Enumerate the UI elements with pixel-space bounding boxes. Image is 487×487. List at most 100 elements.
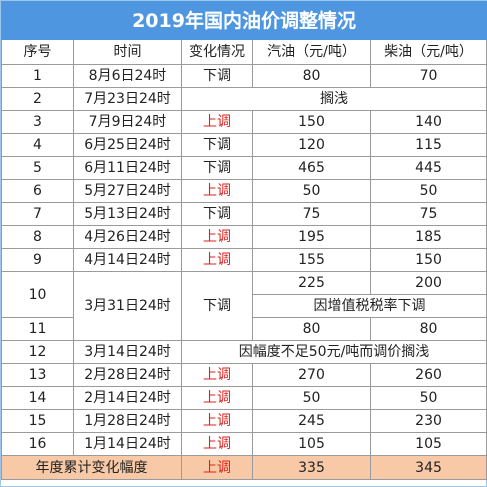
cell-time: 2月14日24时 bbox=[73, 386, 182, 410]
title-row: 2019年国内油价调整情况 bbox=[0, 1, 487, 40]
cell-seq: 16 bbox=[1, 432, 74, 456]
table-title: 2019年国内油价调整情况 bbox=[0, 1, 487, 40]
cell-time: 7月9日24时 bbox=[73, 110, 182, 134]
cell-seq: 3 bbox=[1, 110, 74, 134]
table-row: 8 4月26日24时 上调 195 185 bbox=[1, 225, 487, 249]
table-row: 13 2月28日24时 上调 270 260 bbox=[1, 363, 487, 387]
cell-time: 4月14日24时 bbox=[73, 248, 182, 272]
cell-diesel: 80 bbox=[369, 317, 487, 341]
cell-change: 下调 bbox=[181, 64, 253, 88]
table-row: 12 3月14日24时 因幅度不足50元/吨而调价搁浅 bbox=[1, 340, 487, 364]
cell-seq: 13 bbox=[1, 363, 74, 387]
cell-gasoline: 225 bbox=[252, 271, 371, 295]
cell-diesel: 230 bbox=[369, 409, 487, 433]
cell-seq: 11 bbox=[1, 317, 74, 341]
cell-diesel: 50 bbox=[369, 179, 487, 203]
cell-change: 上调 bbox=[181, 432, 253, 456]
table-row: 15 1月28日24时 上调 245 230 bbox=[1, 409, 487, 433]
cell-note: 因增值税税率下调 bbox=[251, 294, 487, 318]
cell-diesel: 260 bbox=[369, 363, 487, 387]
cell-change: 上调 bbox=[181, 386, 253, 410]
cell-change: 下调 bbox=[181, 133, 253, 157]
cell-time: 2月28日24时 bbox=[73, 363, 182, 387]
cell-gasoline: 245 bbox=[252, 409, 371, 433]
cell-gasoline: 120 bbox=[252, 133, 371, 157]
cell-gasoline: 75 bbox=[252, 202, 371, 226]
cell-gasoline: 80 bbox=[252, 64, 371, 88]
summary-diesel: 345 bbox=[369, 455, 487, 480]
cell-time: 1月28日24时 bbox=[73, 409, 182, 433]
cell-time: 6月11日24时 bbox=[73, 156, 182, 180]
cell-seq: 14 bbox=[1, 386, 74, 410]
cell-change: 上调 bbox=[181, 225, 253, 249]
cell-change: 下调 bbox=[181, 202, 253, 226]
table-row: 5 6月11日24时 下调 465 445 bbox=[1, 156, 487, 180]
cell-time: 7月23日24时 bbox=[73, 87, 182, 111]
cell-diesel: 185 bbox=[369, 225, 487, 249]
cell-seq: 12 bbox=[1, 340, 74, 364]
table-row: 2 7月23日24时 搁浅 bbox=[1, 87, 487, 111]
cell-gasoline: 105 bbox=[252, 432, 371, 456]
cell-seq: 10 bbox=[1, 271, 74, 318]
table-row: 9 4月14日24时 上调 155 150 bbox=[1, 248, 487, 272]
cell-diesel: 75 bbox=[369, 202, 487, 226]
table-row: 4 6月25日24时 下调 120 115 bbox=[1, 133, 487, 157]
cell-seq: 9 bbox=[1, 248, 74, 272]
summary-gasoline: 335 bbox=[252, 455, 371, 480]
cell-gasoline: 465 bbox=[252, 156, 371, 180]
cell-diesel: 115 bbox=[369, 133, 487, 157]
cell-time: 3月31日24时 bbox=[73, 271, 182, 341]
cell-diesel: 105 bbox=[369, 432, 487, 456]
cell-gasoline: 155 bbox=[252, 248, 371, 272]
cell-seq: 6 bbox=[1, 179, 74, 203]
cell-change: 上调 bbox=[181, 409, 253, 433]
cell-time: 5月13日24时 bbox=[73, 202, 182, 226]
table-row: 14 2月14日24时 上调 50 50 bbox=[1, 386, 487, 410]
table-row: 10 3月31日24时 下调 225 200 bbox=[1, 271, 487, 341]
cell-diesel: 200 bbox=[369, 271, 487, 295]
cell-change: 下调 bbox=[181, 156, 253, 180]
cell-change: 上调 bbox=[181, 248, 253, 272]
cell-diesel: 140 bbox=[369, 110, 487, 134]
cell-seq: 4 bbox=[1, 133, 74, 157]
cell-time: 3月14日24时 bbox=[73, 340, 182, 364]
cell-change: 上调 bbox=[181, 363, 253, 387]
table-row: 16 1月14日24时 上调 105 105 bbox=[1, 432, 487, 456]
cell-gasoline: 270 bbox=[252, 363, 371, 387]
table-row: 3 7月9日24时 上调 150 140 bbox=[1, 110, 487, 134]
table-row: 1 8月6日24时 下调 80 70 bbox=[1, 64, 487, 88]
summary-label: 年度累计变化幅度 bbox=[1, 455, 182, 480]
header-diesel: 柴油（元/吨） bbox=[369, 39, 487, 65]
summary-row: 年度累计变化幅度 上调 335 345 bbox=[1, 455, 487, 480]
cell-time: 4月26日24时 bbox=[73, 225, 182, 249]
cell-gasoline: 195 bbox=[252, 225, 371, 249]
cell-time: 8月6日24时 bbox=[73, 64, 182, 88]
cell-gasoline: 80 bbox=[252, 317, 371, 341]
table-row: 11 上调 80 80 bbox=[1, 317, 487, 341]
cell-diesel: 150 bbox=[369, 248, 487, 272]
cell-change: 上调 bbox=[181, 179, 253, 203]
cell-diesel: 50 bbox=[369, 386, 487, 410]
summary-change: 上调 bbox=[181, 455, 253, 480]
cell-seq: 8 bbox=[1, 225, 74, 249]
cell-gasoline: 50 bbox=[252, 179, 371, 203]
cell-time: 5月27日24时 bbox=[73, 179, 182, 203]
cell-seq: 2 bbox=[1, 87, 74, 111]
cell-change: 上调 bbox=[181, 110, 253, 134]
cell-change: 下调 bbox=[181, 271, 253, 341]
cell-note: 因幅度不足50元/吨而调价搁浅 bbox=[180, 340, 487, 364]
header-gasoline: 汽油（元/吨） bbox=[252, 39, 371, 65]
table-row: 7 5月13日24时 下调 75 75 bbox=[1, 202, 487, 226]
header-time: 时间 bbox=[73, 39, 182, 65]
cell-seq: 7 bbox=[1, 202, 74, 226]
table-row: 6 5月27日24时 上调 50 50 bbox=[1, 179, 487, 203]
cell-note: 搁浅 bbox=[180, 87, 487, 111]
cell-time: 1月14日24时 bbox=[73, 432, 182, 456]
cell-seq: 5 bbox=[1, 156, 74, 180]
header-seq: 序号 bbox=[1, 39, 74, 65]
cell-time: 6月25日24时 bbox=[73, 133, 182, 157]
header-change: 变化情况 bbox=[181, 39, 253, 65]
cell-seq: 1 bbox=[1, 64, 74, 88]
